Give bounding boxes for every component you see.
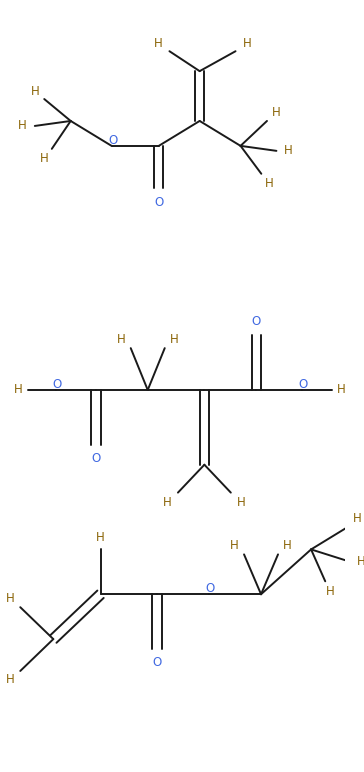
- Text: H: H: [272, 107, 281, 120]
- Text: H: H: [5, 591, 14, 604]
- Text: O: O: [109, 134, 118, 147]
- Text: H: H: [31, 85, 39, 97]
- Text: O: O: [153, 656, 162, 669]
- Text: O: O: [154, 195, 163, 208]
- Text: H: H: [265, 178, 273, 190]
- Text: H: H: [14, 384, 23, 397]
- Text: H: H: [40, 152, 49, 165]
- Text: H: H: [357, 555, 364, 568]
- Text: O: O: [252, 315, 261, 328]
- Text: O: O: [298, 378, 307, 391]
- Text: H: H: [337, 384, 346, 397]
- Text: H: H: [154, 37, 162, 49]
- Text: H: H: [242, 37, 251, 49]
- Text: O: O: [52, 378, 62, 391]
- Text: H: H: [96, 531, 105, 544]
- Text: O: O: [91, 452, 100, 466]
- Text: H: H: [283, 539, 292, 552]
- Text: H: H: [5, 673, 14, 686]
- Text: H: H: [163, 496, 172, 509]
- Text: H: H: [170, 333, 179, 346]
- Text: H: H: [18, 120, 27, 133]
- Text: O: O: [205, 582, 215, 594]
- Text: H: H: [237, 496, 246, 509]
- Text: H: H: [284, 144, 293, 157]
- Text: H: H: [117, 333, 126, 346]
- Text: H: H: [325, 584, 334, 598]
- Text: H: H: [353, 512, 362, 525]
- Text: H: H: [230, 539, 239, 552]
